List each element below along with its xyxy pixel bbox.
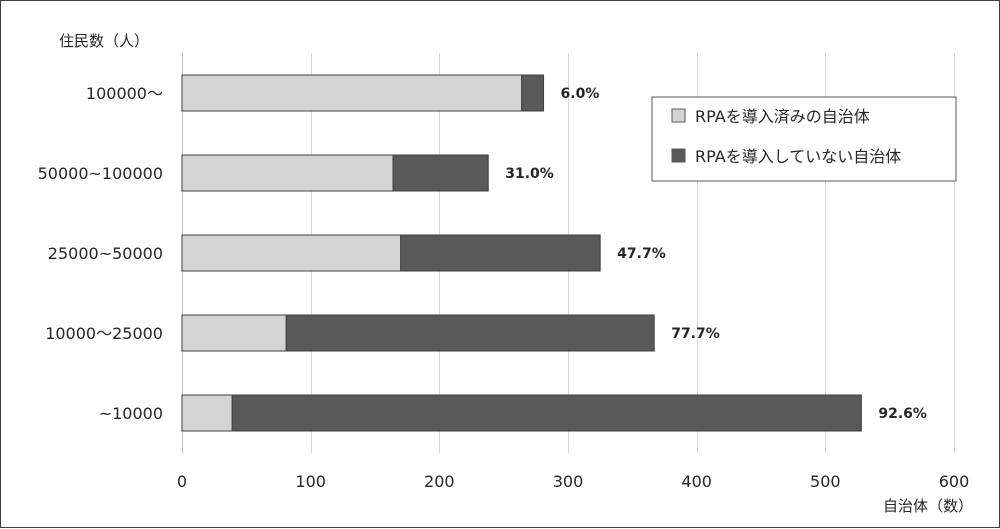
legend-swatch-not-adopted: [671, 148, 686, 163]
percentage-label: 47.7%: [617, 246, 666, 262]
bar-segment-adopted: [181, 234, 402, 272]
x-tick-label: 0: [177, 472, 187, 491]
category-label: 25000~50000: [48, 244, 163, 263]
y-unit-label: 住民数（人）: [59, 32, 149, 50]
x-tick-label: 100: [295, 472, 326, 491]
legend-swatch-adopted: [671, 108, 686, 123]
legend-label-adopted: RPAを導入済みの自治体: [695, 107, 870, 126]
bar-segment-not-adopted: [400, 234, 601, 272]
x-tick-label: 200: [424, 472, 455, 491]
x-tick-labels: 0 100 200 300 400 500 600: [177, 472, 969, 491]
bar-segment-adopted: [181, 314, 287, 352]
bar-segment-not-adopted: [231, 394, 862, 432]
bar-segment-not-adopted: [521, 74, 545, 112]
bar-segment-not-adopted: [392, 154, 489, 192]
legend-label-not-adopted: RPAを導入していない自治体: [695, 147, 901, 166]
x-tick-label: 300: [553, 472, 584, 491]
percentage-label: 6.0%: [561, 86, 600, 102]
category-label: 10000～25000: [45, 324, 163, 343]
category-label: 50000~100000: [38, 164, 163, 183]
legend: RPAを導入済みの自治体 RPAを導入していない自治体: [651, 96, 957, 182]
bar-segment-not-adopted: [285, 314, 655, 352]
bar-segment-adopted: [181, 394, 233, 432]
category-labels: 100000～ 50000~100000 25000~50000 10000～2500…: [38, 84, 163, 423]
percentage-label: 77.7%: [671, 326, 720, 342]
x-tick-label: 400: [681, 472, 712, 491]
category-label: 100000～: [86, 84, 163, 103]
percentage-label: 92.6%: [878, 406, 927, 422]
category-label: ~10000: [99, 404, 163, 423]
bar-segment-adopted: [181, 154, 394, 192]
percentage-labels: 6.0% 31.0% 47.7% 77.7% 92.6%: [505, 86, 927, 422]
x-tick-label: 600: [939, 472, 970, 491]
x-tick-label: 500: [810, 472, 841, 491]
x-unit-label: 自治体（数）: [883, 497, 973, 515]
bar-segment-adopted: [181, 74, 523, 112]
legend-box: [651, 96, 957, 182]
percentage-label: 31.0%: [505, 166, 554, 182]
bars-group: [181, 74, 862, 432]
